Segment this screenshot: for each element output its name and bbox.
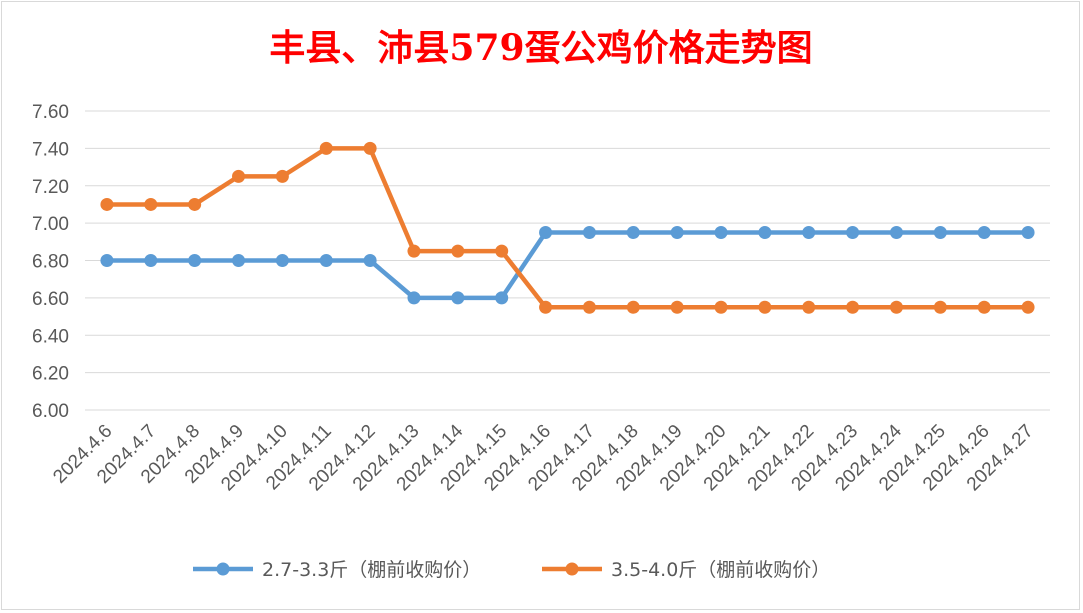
data-point-s2 xyxy=(319,141,333,155)
data-point-s2 xyxy=(275,169,289,183)
y-tick-label: 7.40 xyxy=(32,139,69,160)
data-point-s1 xyxy=(188,254,202,267)
data-point-s1 xyxy=(407,291,421,305)
data-point-s2 xyxy=(495,244,509,258)
data-point-s1 xyxy=(100,254,114,267)
data-point-s2 xyxy=(626,300,640,314)
data-point-s1 xyxy=(319,254,333,267)
series-group xyxy=(100,141,1035,314)
data-point-s2 xyxy=(714,300,728,314)
legend-label: 3.5-4.0斤（棚前收购价） xyxy=(611,559,830,581)
data-point-s1 xyxy=(363,254,377,267)
data-point-s2 xyxy=(407,244,421,258)
data-point-s2 xyxy=(363,141,377,155)
data-point-s2 xyxy=(977,300,991,314)
data-point-s2 xyxy=(539,300,553,314)
data-point-s2 xyxy=(670,300,684,314)
data-point-s2 xyxy=(933,300,947,314)
series-line-2 xyxy=(104,146,1031,310)
data-point-s1 xyxy=(232,254,246,267)
data-point-s1 xyxy=(889,225,903,239)
data-point-s2 xyxy=(451,244,465,258)
legend-swatch-marker xyxy=(565,562,579,576)
data-point-s1 xyxy=(714,225,728,239)
data-point-s2 xyxy=(889,300,903,314)
data-point-s2 xyxy=(144,197,158,211)
data-point-s1 xyxy=(582,225,596,239)
data-point-s2 xyxy=(758,300,772,314)
data-point-s2 xyxy=(846,300,860,314)
data-point-s1 xyxy=(933,225,947,239)
data-point-s2 xyxy=(582,300,596,314)
y-tick-label: 6.60 xyxy=(32,289,69,310)
series-line-1 xyxy=(104,230,1031,301)
y-tick-label: 6.00 xyxy=(32,401,69,422)
data-point-s2 xyxy=(232,169,246,183)
data-point-s1 xyxy=(539,225,553,239)
y-tick-label: 7.60 xyxy=(32,102,69,123)
data-point-s1 xyxy=(1021,225,1035,239)
legend-swatch-marker xyxy=(216,562,230,576)
y-tick-label: 7.20 xyxy=(32,177,69,198)
data-point-s1 xyxy=(144,254,158,267)
data-point-s2 xyxy=(188,197,202,211)
y-tick-label: 7.00 xyxy=(32,214,69,235)
data-point-s2 xyxy=(100,197,114,211)
data-point-s1 xyxy=(846,225,860,239)
y-tick-label: 6.40 xyxy=(32,326,69,347)
chart-title: 丰县、沛县579蛋公鸡价格走势图 xyxy=(269,27,812,69)
x-axis-ticks: 2024.4.62024.4.72024.4.82024.4.92024.4.1… xyxy=(49,420,1037,495)
data-point-s1 xyxy=(626,225,640,239)
y-axis-ticks: 6.00 6.20 6.40 6.60 6.80 7.00 7.20 7.40 7.60 xyxy=(32,102,69,422)
grid-lines xyxy=(85,110,1050,411)
data-point-s1 xyxy=(758,225,772,239)
legend-label: 2.7-3.3斤（棚前收购价） xyxy=(262,559,481,581)
legend: 2.7-3.3斤（棚前收购价） 3.5-4.0斤（棚前收购价） xyxy=(193,559,830,581)
data-point-s1 xyxy=(802,225,816,239)
data-point-s1 xyxy=(670,225,684,239)
y-tick-label: 6.80 xyxy=(32,252,69,273)
data-point-s1 xyxy=(275,254,289,267)
data-point-s1 xyxy=(451,291,465,305)
data-point-s1 xyxy=(495,291,509,305)
data-point-s2 xyxy=(802,300,816,314)
data-point-s2 xyxy=(1021,300,1035,314)
y-tick-label: 6.20 xyxy=(32,364,69,385)
data-point-s1 xyxy=(977,225,991,239)
